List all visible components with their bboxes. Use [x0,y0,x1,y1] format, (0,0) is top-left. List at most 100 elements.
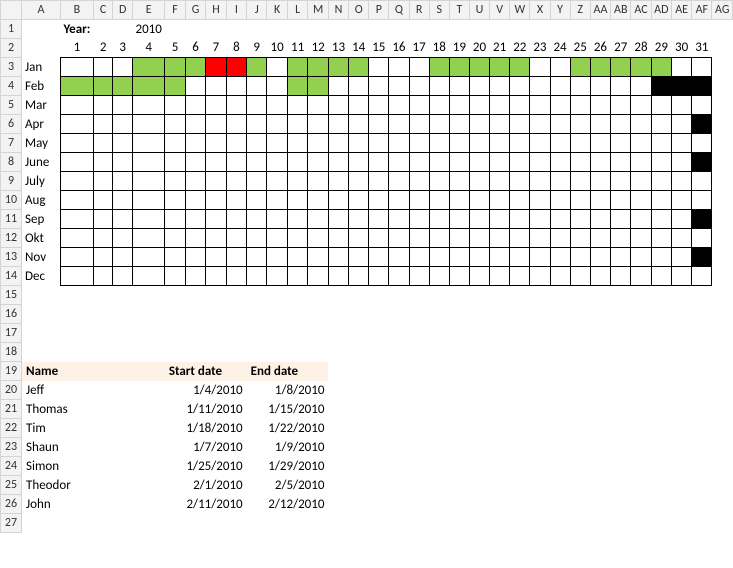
cell[interactable] [226,514,246,533]
cell[interactable] [631,438,651,457]
cell[interactable] [60,514,93,533]
cell[interactable] [22,343,61,362]
cell[interactable] [60,305,93,324]
cell[interactable] [712,210,733,229]
cell[interactable] [22,39,61,58]
calendar-cell[interactable] [308,210,329,229]
calendar-cell[interactable] [651,153,671,172]
calendar-cell[interactable] [510,210,530,229]
cell[interactable] [469,419,489,438]
calendar-cell[interactable] [510,172,530,191]
cell[interactable] [328,476,348,495]
calendar-cell[interactable] [590,134,610,153]
calendar-cell[interactable] [247,191,267,210]
cell[interactable] [247,343,267,362]
cell[interactable] [449,20,469,39]
calendar-cell[interactable] [672,77,692,96]
calendar-cell[interactable] [530,58,550,77]
row-header[interactable]: 27 [1,514,22,533]
cell[interactable] [550,400,570,419]
col-header[interactable]: Q [389,1,409,20]
calendar-cell[interactable] [550,58,570,77]
calendar-cell[interactable] [429,172,449,191]
table-cell-start[interactable]: 1/18/2010 [165,419,247,438]
cell[interactable] [287,324,308,343]
row-header[interactable]: 16 [1,305,22,324]
calendar-cell[interactable] [389,210,409,229]
calendar-cell[interactable] [349,115,369,134]
cell[interactable] [510,305,530,324]
cell[interactable] [692,457,712,476]
cell[interactable] [369,419,389,438]
table-cell-end[interactable]: 1/9/2010 [247,438,329,457]
cell[interactable] [590,362,610,381]
calendar-cell[interactable] [672,96,692,115]
calendar-cell[interactable] [247,210,267,229]
cell[interactable] [113,286,133,305]
col-header[interactable]: AE [672,1,692,20]
cell[interactable] [490,457,510,476]
calendar-cell[interactable] [570,172,590,191]
calendar-cell[interactable] [247,58,267,77]
calendar-cell[interactable] [206,229,226,248]
cell[interactable] [672,381,692,400]
cell[interactable] [712,457,733,476]
cell[interactable] [409,438,429,457]
cell[interactable] [611,286,631,305]
calendar-cell[interactable] [267,248,288,267]
cell[interactable] [113,514,133,533]
row-header[interactable]: 20 [1,381,22,400]
calendar-cell[interactable] [226,248,246,267]
calendar-cell[interactable] [429,191,449,210]
cell[interactable] [570,400,590,419]
cell[interactable] [712,20,733,39]
calendar-cell[interactable] [490,210,510,229]
cell[interactable] [409,476,429,495]
calendar-cell[interactable] [409,115,429,134]
cell[interactable] [550,305,570,324]
cell[interactable] [369,476,389,495]
cell[interactable] [165,343,185,362]
table-cell-start[interactable]: 1/7/2010 [165,438,247,457]
cell[interactable] [530,457,550,476]
cell[interactable] [651,381,671,400]
calendar-cell[interactable] [287,267,308,286]
cell[interactable] [60,286,93,305]
cell[interactable] [631,343,651,362]
calendar-cell[interactable] [369,191,389,210]
calendar-cell[interactable] [469,96,489,115]
calendar-cell[interactable] [469,134,489,153]
calendar-cell[interactable] [369,229,389,248]
cell[interactable] [469,438,489,457]
calendar-cell[interactable] [570,248,590,267]
calendar-cell[interactable] [328,77,348,96]
cell[interactable] [449,362,469,381]
calendar-cell[interactable] [490,191,510,210]
cell[interactable] [692,362,712,381]
cell[interactable] [469,495,489,514]
calendar-cell[interactable] [349,267,369,286]
calendar-cell[interactable] [132,229,164,248]
cell[interactable] [672,286,692,305]
calendar-cell[interactable] [469,191,489,210]
calendar-cell[interactable] [369,96,389,115]
cell[interactable] [389,20,409,39]
cell[interactable] [550,457,570,476]
calendar-cell[interactable] [349,153,369,172]
calendar-cell[interactable] [449,267,469,286]
cell[interactable] [490,305,510,324]
calendar-cell[interactable] [672,115,692,134]
calendar-cell[interactable] [611,115,631,134]
cell[interactable] [389,343,409,362]
col-header[interactable]: N [328,1,348,20]
cell[interactable] [590,305,610,324]
calendar-cell[interactable] [389,58,409,77]
cell[interactable] [510,362,530,381]
calendar-cell[interactable] [185,191,205,210]
calendar-cell[interactable] [692,153,712,172]
calendar-cell[interactable] [692,172,712,191]
calendar-cell[interactable] [287,153,308,172]
cell[interactable] [226,20,246,39]
calendar-cell[interactable] [550,229,570,248]
cell[interactable] [672,419,692,438]
